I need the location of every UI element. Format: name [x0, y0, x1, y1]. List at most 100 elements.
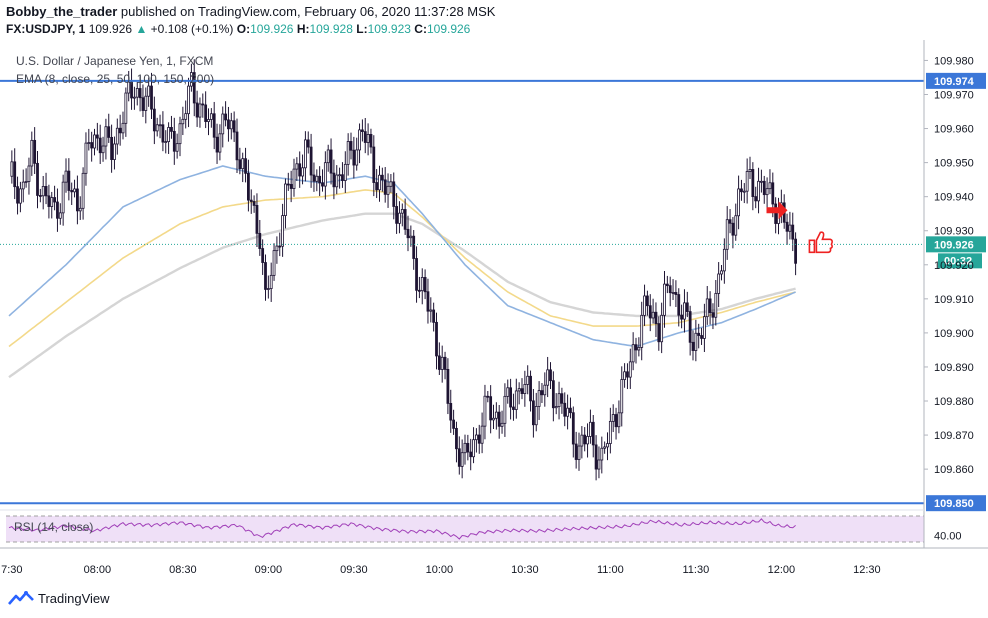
- candle-body: [608, 420, 612, 444]
- candle-body: [683, 302, 686, 320]
- tradingview-brand: TradingView: [38, 590, 110, 606]
- candle-body: [742, 190, 746, 193]
- candle-body: [323, 162, 327, 187]
- candle-body: [255, 205, 259, 234]
- candle-body: [600, 447, 604, 461]
- candle-body: [640, 314, 644, 348]
- candle-body: [472, 439, 475, 458]
- candle-body: [409, 235, 413, 239]
- candle-body: [617, 412, 621, 428]
- candle-body: [469, 451, 473, 458]
- candle-body: [398, 212, 401, 224]
- last-price-tag: [926, 236, 986, 253]
- candle-body: [144, 95, 148, 111]
- candle-body: [728, 219, 732, 224]
- candle-body: [606, 443, 609, 448]
- candle-body: [705, 298, 709, 318]
- candle-body: [418, 289, 421, 292]
- candle-body: [224, 113, 227, 121]
- annotations: [766, 201, 833, 254]
- price-chart[interactable]: 109.974 109.850 109.926 00:32 40.00 109.980…: [0, 40, 988, 585]
- x-tick-label: 09:30: [340, 564, 368, 576]
- candle-body: [534, 405, 538, 426]
- candle-body: [734, 215, 738, 236]
- candle-body: [150, 85, 153, 110]
- candle-body: [306, 139, 310, 148]
- candle-body: [115, 127, 119, 145]
- candle-body: [745, 171, 749, 192]
- candle-body: [663, 283, 666, 316]
- close-value: 109.926: [426, 22, 471, 36]
- candle-body: [506, 387, 510, 397]
- candle-body: [768, 182, 772, 190]
- candle-body: [637, 346, 641, 351]
- candle-body: [366, 134, 370, 143]
- candle-body: [235, 131, 239, 161]
- candle-body: [580, 434, 584, 447]
- candle-body: [181, 118, 185, 125]
- y-tick-label: 109.920: [934, 260, 974, 272]
- candle-body: [720, 270, 723, 275]
- candle-body: [298, 163, 302, 177]
- red-arrow-icon: [766, 201, 788, 220]
- candle-body: [110, 136, 113, 160]
- tradingview-footer[interactable]: TradingView: [8, 590, 110, 606]
- candle-body: [278, 245, 282, 248]
- candle-body: [301, 167, 304, 177]
- rsi-legend[interactable]: RSI (14, close): [14, 520, 94, 534]
- candle-body: [386, 185, 390, 195]
- candle-body: [215, 136, 219, 153]
- ema-legend[interactable]: EMA (8, close, 25, 50, 100, 150, 200): [16, 72, 215, 86]
- chart-area[interactable]: 109.974 109.850 109.926 00:32 40.00 109.980…: [0, 40, 988, 585]
- candle-body: [101, 145, 105, 154]
- candle-body: [147, 85, 151, 97]
- x-tick-label: 09:00: [255, 564, 283, 576]
- candle-body: [483, 395, 487, 427]
- low-value: 109.923: [367, 22, 411, 36]
- axes: 109.980109.970109.960109.950109.940109.9…: [0, 40, 988, 576]
- candle-body: [475, 434, 478, 441]
- candle-body: [486, 395, 490, 398]
- candle-body: [190, 72, 193, 87]
- candle-body: [167, 127, 170, 142]
- candle-body: [124, 92, 128, 124]
- candle-body: [722, 248, 726, 272]
- candle-body: [175, 143, 179, 152]
- candle-body: [192, 72, 196, 104]
- candle-body: [452, 419, 455, 429]
- candle-body: [13, 161, 17, 188]
- candle-body: [56, 201, 59, 219]
- y-tick-label: 109.940: [934, 192, 974, 204]
- candle-body: [172, 130, 176, 152]
- candle-body: [113, 143, 116, 160]
- candle-body: [494, 411, 498, 419]
- y-tick-label: 109.880: [934, 396, 974, 408]
- candle-body: [665, 283, 669, 287]
- candle-body: [275, 245, 279, 252]
- candle-body: [757, 180, 760, 202]
- instrument-legend[interactable]: U.S. Dollar / Japanese Yen, 1, FXCM: [16, 54, 214, 68]
- candle-body: [623, 371, 626, 380]
- candle-body: [221, 113, 225, 135]
- candle-body: [70, 190, 74, 193]
- candle-body: [523, 384, 527, 394]
- candle-body: [400, 209, 404, 214]
- x-tick-label: 10:00: [426, 564, 454, 576]
- candle-body: [204, 104, 208, 122]
- candle-body: [737, 188, 740, 217]
- candle-body: [614, 414, 618, 428]
- candle-body: [229, 120, 233, 130]
- x-tick-label: 11:00: [597, 564, 624, 576]
- candle-body: [375, 182, 379, 191]
- candle-body: [98, 137, 102, 154]
- candle-body: [440, 356, 444, 370]
- open-value: 109.926: [250, 22, 294, 36]
- candle-body: [33, 139, 37, 164]
- candle-body: [589, 421, 592, 437]
- author-name[interactable]: Bobby_the_trader: [6, 4, 118, 19]
- candle-body: [449, 403, 453, 421]
- level-price-tag: [926, 495, 986, 512]
- candle-body: [703, 316, 706, 339]
- candle-body: [392, 181, 396, 207]
- candle-body: [158, 124, 162, 127]
